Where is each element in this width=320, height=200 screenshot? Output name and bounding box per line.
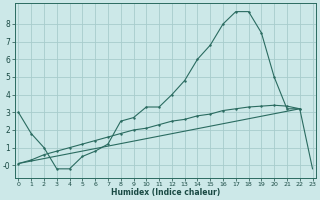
X-axis label: Humidex (Indice chaleur): Humidex (Indice chaleur) — [111, 188, 220, 197]
